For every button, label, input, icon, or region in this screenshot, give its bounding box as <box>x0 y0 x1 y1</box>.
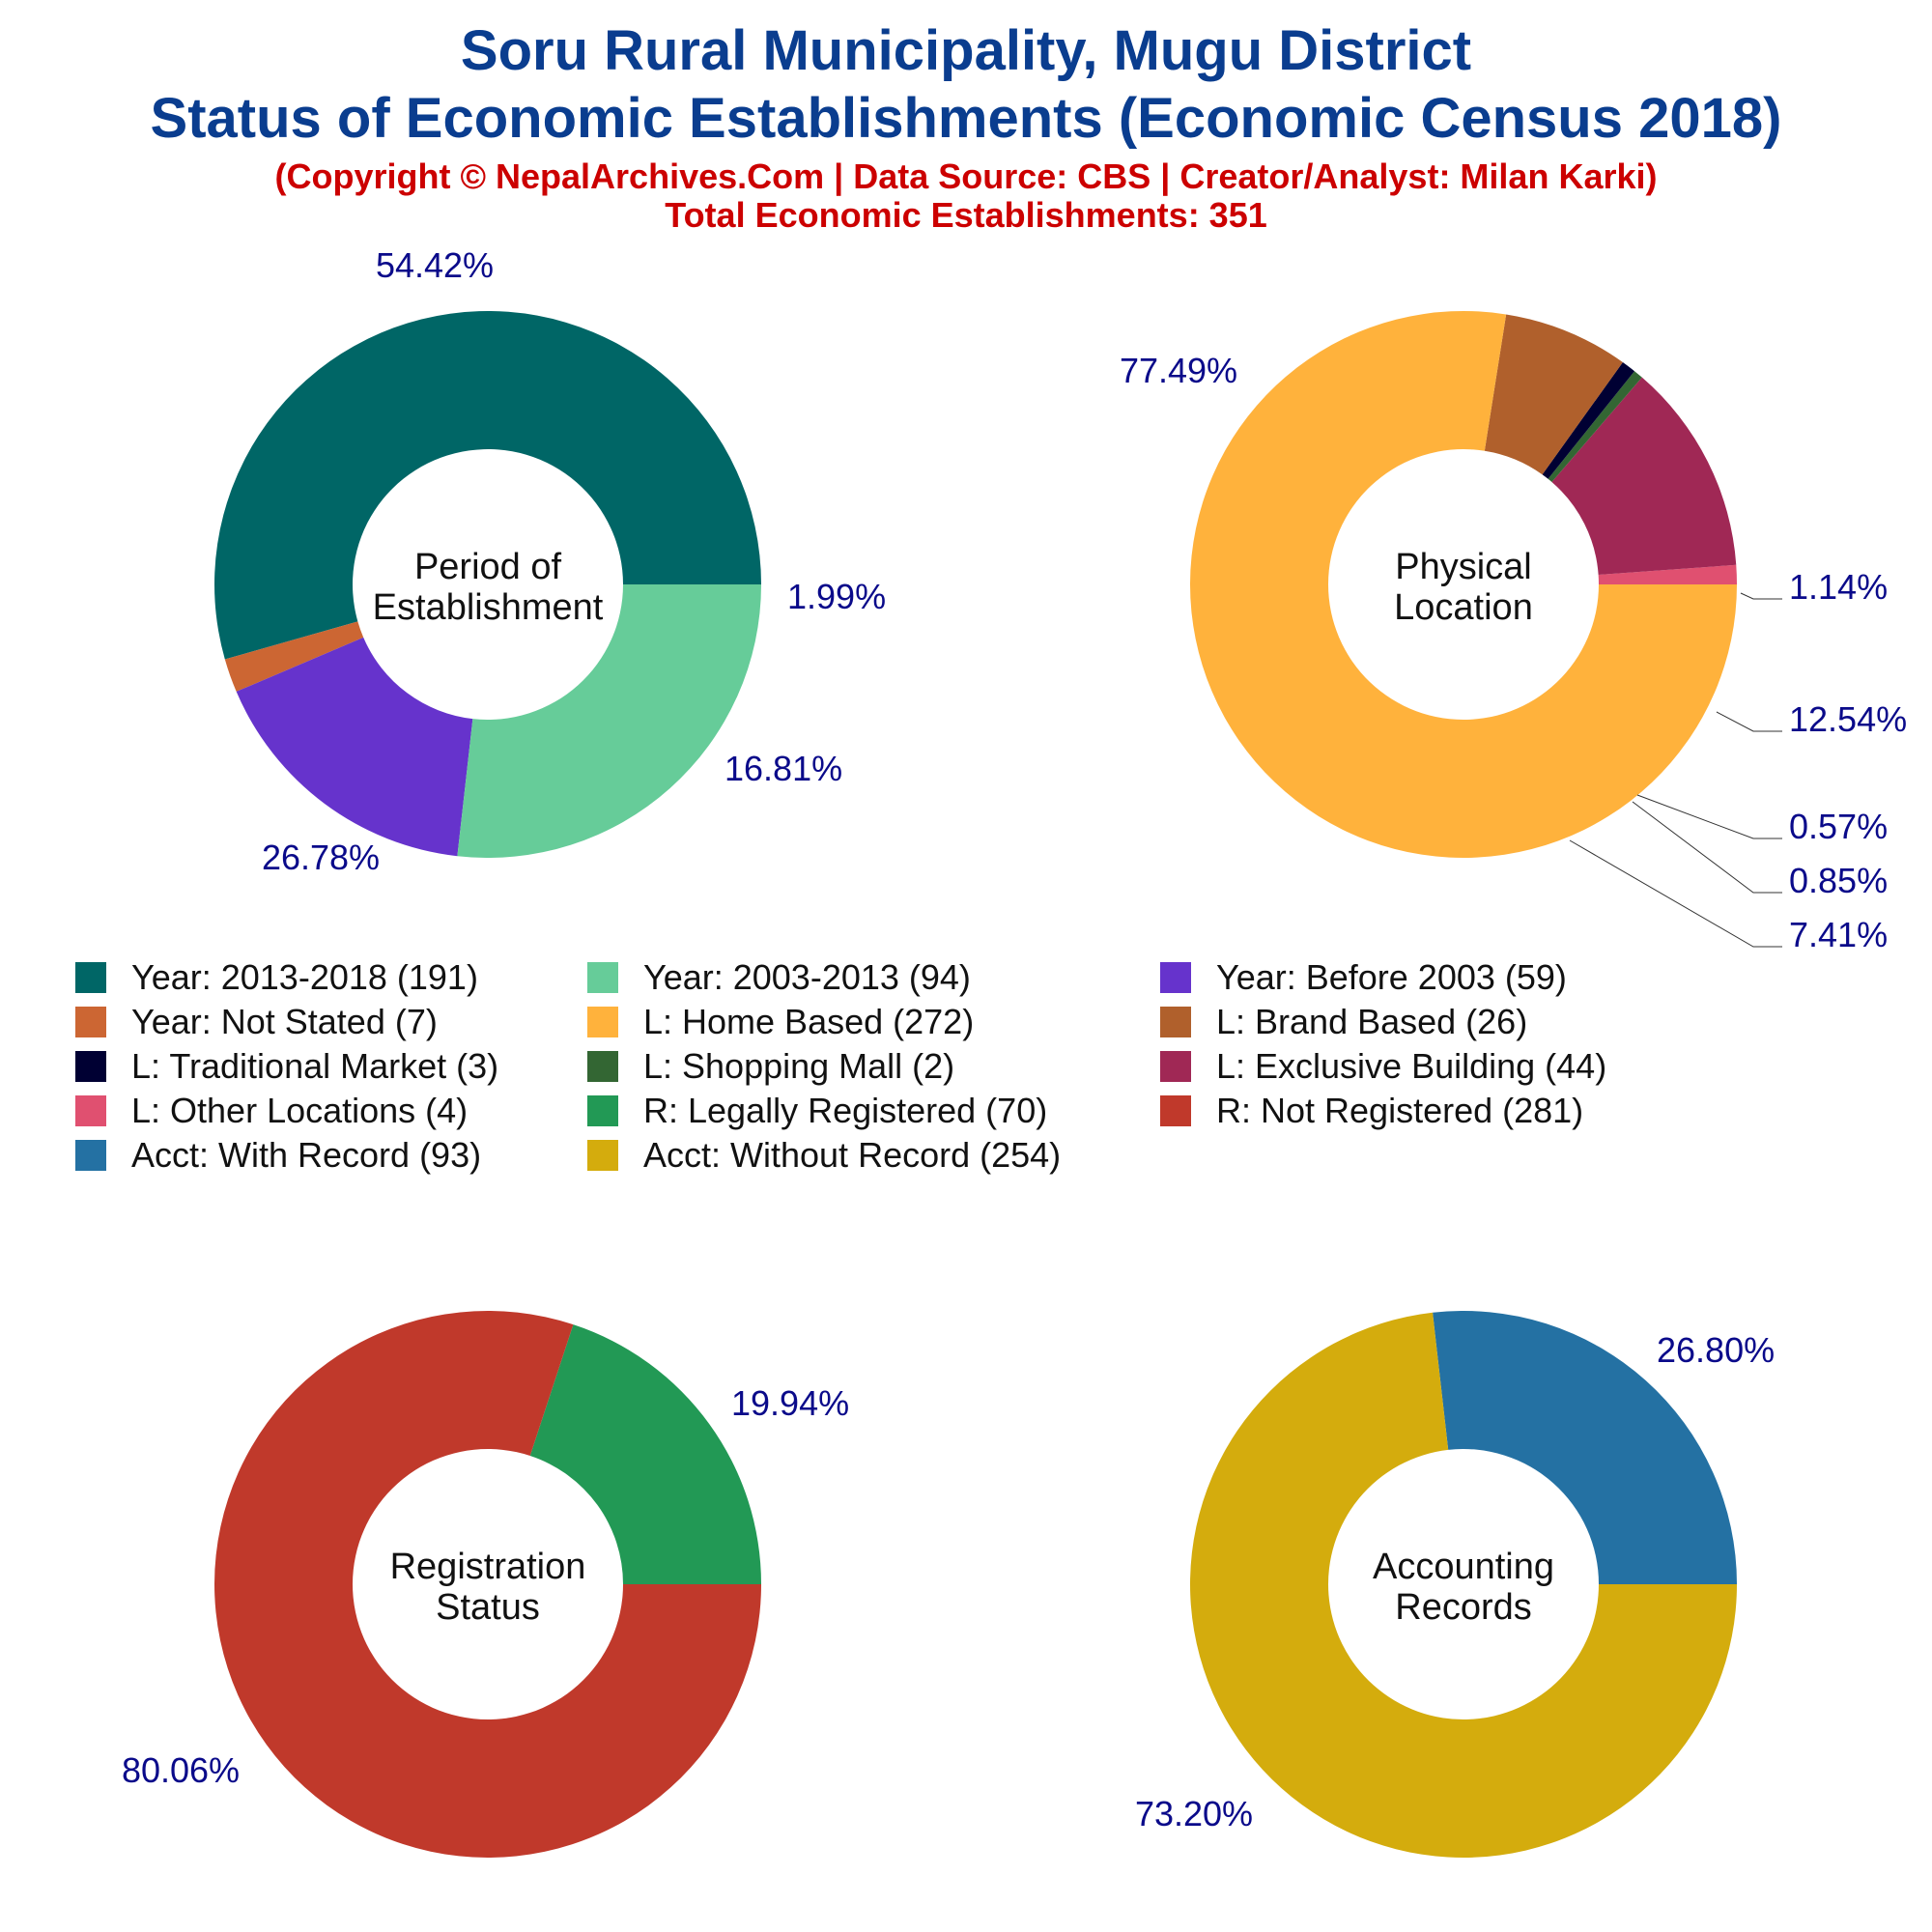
legend-label: L: Home Based (272) <box>643 1002 975 1041</box>
legend-swatch <box>587 1007 618 1037</box>
percent-label: 26.78% <box>262 838 380 877</box>
legend-label: L: Traditional Market (3) <box>131 1046 499 1086</box>
center-label: Registration <box>390 1547 586 1587</box>
legend-swatch <box>75 1051 106 1082</box>
legend-swatch <box>75 1095 106 1126</box>
legend-swatch <box>75 1007 106 1037</box>
legend-swatch <box>75 1140 106 1171</box>
leader-line <box>1740 592 1782 600</box>
legend-item: L: Exclusive Building (44) <box>1160 1045 1606 1088</box>
percent-label: 26.80% <box>1657 1330 1775 1370</box>
legend-swatch <box>1160 962 1191 993</box>
leader-line <box>1632 801 1782 894</box>
percent-label: 80.06% <box>122 1750 240 1790</box>
donut-slice <box>1548 371 1642 482</box>
legend-item: L: Traditional Market (3) <box>75 1045 498 1088</box>
legend-swatch <box>587 962 618 993</box>
donut-slice <box>1190 311 1737 859</box>
copyright-subtitle: (Copyright © NepalArchives.Com | Data So… <box>274 156 1658 196</box>
leader-line <box>1569 839 1782 948</box>
legend-item: Acct: Without Record (254) <box>587 1134 1061 1177</box>
chart-title-line2: Status of Economic Establishments (Econo… <box>150 87 1782 150</box>
center-label: Status <box>436 1587 540 1628</box>
donut-slice <box>1598 564 1737 584</box>
center-label: Establishment <box>373 587 604 628</box>
leader-line <box>1636 794 1782 839</box>
legend-item: L: Brand Based (26) <box>1160 1001 1527 1043</box>
legend-swatch <box>1160 1051 1191 1082</box>
donut-slice <box>1551 377 1737 575</box>
percent-label: 19.94% <box>731 1383 849 1423</box>
legend-item: Year: Not Stated (7) <box>75 1001 438 1043</box>
legend-item: L: Shopping Mall (2) <box>587 1045 954 1088</box>
legend-item: Year: Before 2003 (59) <box>1160 956 1567 999</box>
legend-label: R: Not Registered (281) <box>1216 1091 1584 1130</box>
center-label: Physical <box>1395 547 1532 587</box>
percent-label: 0.57% <box>1789 807 1888 846</box>
legend-label: Year: 2013-2018 (191) <box>131 957 478 997</box>
legend-label: L: Exclusive Building (44) <box>1216 1046 1607 1086</box>
total-subtitle: Total Economic Establishments: 351 <box>665 195 1267 235</box>
legend-swatch <box>587 1051 618 1082</box>
legend-swatch <box>1160 1095 1191 1126</box>
center-label: Records <box>1395 1587 1532 1628</box>
legend-label: Acct: Without Record (254) <box>643 1135 1062 1175</box>
percent-label: 0.85% <box>1789 861 1888 900</box>
percent-label: 12.54% <box>1789 699 1907 739</box>
center-label: Accounting <box>1373 1547 1554 1587</box>
donut-slice <box>1542 362 1635 479</box>
percent-label: 54.42% <box>376 245 494 285</box>
leader-line <box>1716 711 1782 732</box>
center-label: Location <box>1394 587 1533 628</box>
legend-item: R: Not Registered (281) <box>1160 1090 1583 1132</box>
legend-swatch <box>587 1095 618 1126</box>
legend-swatch <box>75 962 106 993</box>
donut-slice <box>1190 1312 1737 1858</box>
legend-label: L: Shopping Mall (2) <box>643 1046 955 1086</box>
legend-label: Year: Not Stated (7) <box>131 1002 438 1041</box>
donut-slice <box>213 310 761 660</box>
legend-label: R: Legally Registered (70) <box>643 1091 1048 1130</box>
percent-label: 7.41% <box>1789 915 1888 954</box>
donut-slice <box>236 637 473 857</box>
donut-slice <box>529 1324 761 1584</box>
percent-label: 1.14% <box>1789 567 1888 607</box>
legend-swatch <box>1160 1007 1191 1037</box>
legend-label: Year: 2003-2013 (94) <box>643 957 971 997</box>
legend-label: Year: Before 2003 (59) <box>1216 957 1567 997</box>
legend-label: Acct: With Record (93) <box>131 1135 482 1175</box>
percent-label: 77.49% <box>1120 351 1237 390</box>
legend-item: Acct: With Record (93) <box>75 1134 481 1177</box>
donut-slice <box>224 621 364 692</box>
donut-slice <box>1484 314 1623 475</box>
legend-item: L: Other Locations (4) <box>75 1090 468 1132</box>
legend-label: L: Other Locations (4) <box>131 1091 469 1130</box>
legend-item: Year: 2003-2013 (94) <box>587 956 971 999</box>
center-label: Period of <box>414 547 562 587</box>
percent-label: 73.20% <box>1135 1794 1253 1833</box>
legend-item: R: Legally Registered (70) <box>587 1090 1047 1132</box>
donut-slice <box>1433 1311 1737 1584</box>
legend-swatch <box>587 1140 618 1171</box>
percent-label: 16.81% <box>724 749 842 788</box>
donut-slice <box>214 1311 762 1859</box>
legend-item: L: Home Based (272) <box>587 1001 974 1043</box>
donut-slice <box>457 584 761 858</box>
percent-label: 1.99% <box>787 577 886 616</box>
legend-label: L: Brand Based (26) <box>1216 1002 1528 1041</box>
chart-title-line1: Soru Rural Municipality, Mugu District <box>460 19 1472 82</box>
legend-item: Year: 2013-2018 (191) <box>75 956 478 999</box>
